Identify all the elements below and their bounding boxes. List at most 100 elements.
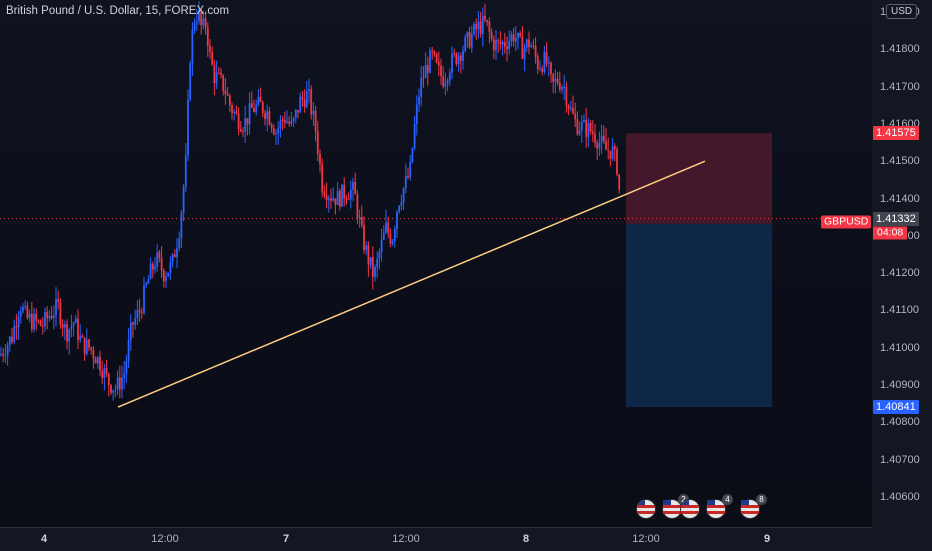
- candle-body: [204, 18, 207, 28]
- candle-body: [574, 113, 577, 120]
- candle-body: [59, 302, 62, 325]
- trend-line: [117, 160, 706, 408]
- candle-body: [321, 164, 324, 193]
- candle-body: [444, 83, 447, 87]
- candle-body: [490, 32, 493, 40]
- price-tick-label: 1.40900: [880, 379, 920, 392]
- candle-body: [312, 110, 315, 115]
- candle-body: [268, 111, 271, 125]
- candle-body: [202, 18, 205, 26]
- candle-body: [193, 22, 196, 30]
- candle-body: [580, 121, 583, 131]
- candle-body: [334, 198, 337, 205]
- candle-body: [607, 149, 610, 151]
- us-flag-icon[interactable]: [637, 500, 655, 518]
- candle-body: [211, 51, 214, 65]
- candle-body: [154, 266, 156, 270]
- candle-body: [556, 78, 559, 83]
- price-axis[interactable]: 1.419001.418001.417001.416001.415001.414…: [872, 0, 932, 527]
- candle-body: [446, 80, 449, 84]
- price-chart[interactable]: [0, 0, 872, 527]
- candle-body: [609, 150, 612, 159]
- candle-body: [327, 198, 330, 201]
- candle-body: [301, 96, 304, 100]
- candle-body: [420, 77, 423, 98]
- candle-body: [310, 89, 313, 115]
- candle-body: [264, 113, 266, 120]
- candle-body: [68, 329, 71, 342]
- candle-body: [382, 232, 385, 240]
- candle-body: [96, 356, 99, 364]
- candle-body: [198, 10, 200, 22]
- us-flag-icon[interactable]: 8: [741, 494, 767, 518]
- candle-body: [319, 153, 321, 165]
- us-flag-icon[interactable]: 2: [663, 494, 689, 518]
- candle-body: [261, 102, 264, 114]
- candle-body: [530, 45, 533, 48]
- candle-body: [404, 175, 407, 189]
- candle-body: [481, 15, 484, 34]
- candle-body: [57, 298, 60, 303]
- candle-body: [233, 111, 236, 113]
- candle-body: [352, 181, 354, 190]
- candle-body: [347, 198, 350, 200]
- candle-body: [358, 217, 361, 219]
- time-tick-label: 12:00: [151, 533, 179, 545]
- currency-button[interactable]: USD: [886, 4, 918, 19]
- candle-body: [495, 40, 497, 51]
- candle-body: [594, 134, 596, 143]
- candle-body: [407, 175, 409, 178]
- candle-body: [103, 368, 106, 378]
- candle-body: [213, 64, 216, 84]
- candle-body: [459, 55, 462, 61]
- candle-body: [514, 38, 517, 42]
- candle-body: [596, 142, 599, 149]
- symbol-title[interactable]: British Pound / U.S. Dollar, 15, FOREX.c…: [6, 5, 230, 17]
- candle-body: [563, 87, 566, 89]
- event-count-badge: 2: [678, 494, 689, 505]
- us-flag-icon[interactable]: 4: [707, 494, 733, 518]
- candle-body: [129, 322, 132, 341]
- candle-body: [591, 131, 594, 135]
- candle-body: [369, 257, 372, 265]
- candle-body: [292, 117, 295, 122]
- time-axis[interactable]: 4 12:00 7 12:00 8 12:00 9: [0, 527, 872, 551]
- time-tick-label: 8: [522, 533, 530, 545]
- candle-body: [19, 311, 22, 317]
- candle-body: [246, 118, 249, 125]
- price-tick-label: 1.41800: [880, 43, 920, 56]
- uk-flag-icon[interactable]: [681, 500, 699, 518]
- candle-body: [426, 64, 429, 73]
- price-tick-label: 1.41500: [880, 155, 920, 168]
- candle-body: [220, 72, 222, 75]
- candle-body: [191, 29, 194, 64]
- candle-body: [354, 181, 357, 195]
- candle-body: [545, 51, 548, 64]
- candle-body: [52, 315, 55, 319]
- entry-price-label: 1.41332: [873, 212, 919, 227]
- time-tick-label: 12:00: [392, 533, 420, 545]
- price-tick-label: 1.40600: [880, 491, 920, 503]
- candle-body: [206, 27, 209, 47]
- candle-body: [286, 121, 288, 123]
- bar-countdown-label: 04:08: [873, 226, 908, 240]
- candle-body: [281, 119, 284, 121]
- candle-body: [48, 316, 51, 319]
- candle-body: [41, 325, 44, 327]
- candle-body: [363, 225, 365, 250]
- candle-body: [88, 339, 90, 348]
- candle-body: [121, 377, 123, 390]
- chart-area[interactable]: British Pound / U.S. Dollar, 15, FOREX.c…: [0, 0, 872, 527]
- candle-body: [37, 320, 40, 322]
- candle-body: [457, 55, 460, 64]
- symbol-price-tag: GBPUSD: [821, 215, 872, 229]
- candle-body: [374, 267, 376, 277]
- stop-price-label: 1.40841: [873, 400, 919, 415]
- candle-body: [2, 353, 5, 356]
- candle-body: [338, 190, 341, 207]
- candle-body: [127, 340, 130, 362]
- time-tick-label: 9: [763, 533, 771, 545]
- candle-body: [532, 45, 535, 47]
- candle-body: [440, 65, 442, 77]
- candle-body: [365, 245, 368, 250]
